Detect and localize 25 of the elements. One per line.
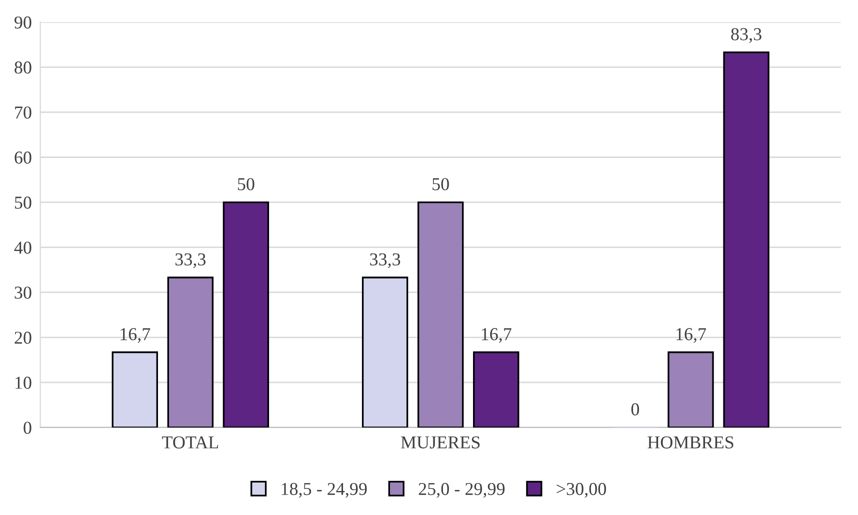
data-label: 50	[432, 178, 449, 190]
data-label: 16,7	[482, 328, 512, 343]
x-tick-label: HOMBRES	[648, 436, 734, 448]
y-tick-label: 70	[15, 106, 32, 119]
legend-label: 25,0 - 29,99	[418, 482, 505, 498]
data-label: 50	[238, 178, 254, 190]
y-tick-label: 60	[14, 152, 32, 164]
y-tick-label: 30	[14, 286, 32, 299]
y-tick-label: 40	[14, 242, 32, 254]
y-tick-label: 80	[14, 61, 32, 74]
data-label: 16,7	[676, 328, 706, 343]
data-label: 33,3	[370, 253, 400, 268]
y-tick-label: 20	[14, 332, 32, 344]
legend-label: >30,00	[556, 482, 606, 498]
y-tick-label: 10	[16, 376, 32, 389]
y-tick-label: 90	[14, 16, 32, 29]
y-tick-label: 0	[24, 422, 32, 434]
data-label: 83,3	[731, 28, 762, 43]
y-tick-label: 50	[14, 196, 32, 209]
x-tick-label: MUJERES	[400, 436, 480, 448]
data-label: 16,7	[120, 328, 150, 343]
legend-label: 18,5 - 24,99	[282, 482, 367, 498]
data-label: 0	[631, 403, 640, 416]
x-tick-label: TOTAL	[162, 436, 218, 448]
data-label: 33,3	[175, 253, 206, 268]
